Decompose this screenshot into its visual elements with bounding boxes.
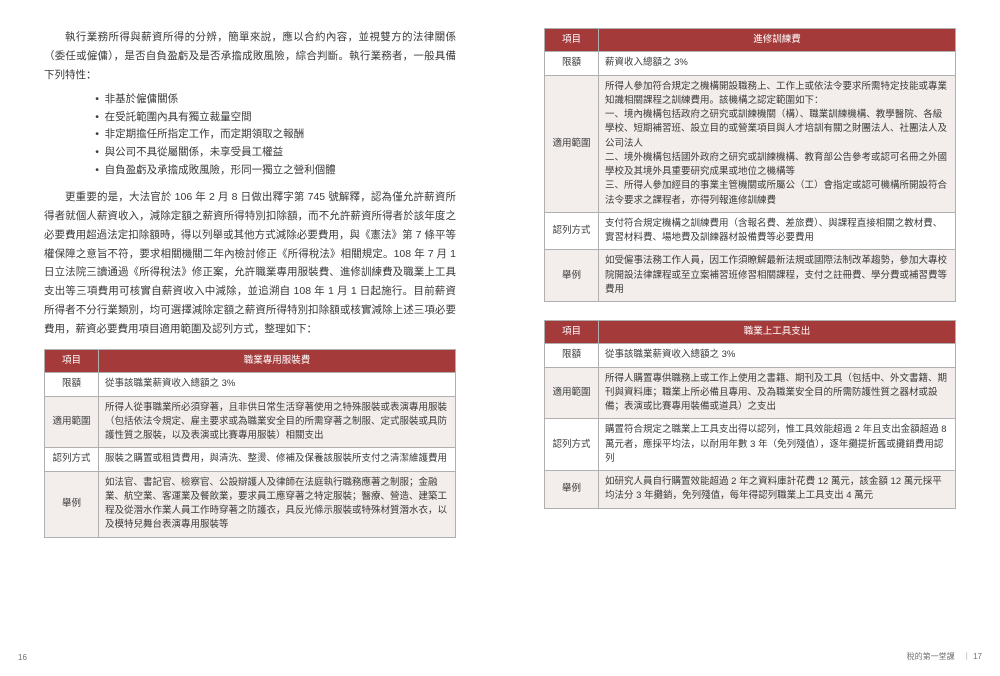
bullet: 在受託範圍內具有獨立裁量空間 bbox=[95, 109, 456, 127]
para1: 執行業務所得與薪資所得的分辨，簡單來說，應以合約內容，並視雙方的法律關係（委任或… bbox=[44, 28, 456, 85]
page-number-right: 稅的第一堂課 ｜ 17 bbox=[907, 651, 982, 662]
row-val: 購置符合規定之職業上工具支出得以認列，惟工具效能超過 2 年且支出金額超過 8 … bbox=[599, 419, 956, 471]
bullet: 非定期擔任所指定工作，而定期領取之報酬 bbox=[95, 126, 456, 144]
left-page: 執行業務所得與薪資所得的分辨，簡單來說，應以合約內容，並視雙方的法律關係（委任或… bbox=[0, 0, 500, 676]
row-val: 所得人參加符合規定之機構開設職務上、工作上或依法令要求所需特定技能或專業知識相關… bbox=[599, 75, 956, 212]
bullet: 自負盈虧及承擔成敗風險，形同一獨立之營利個體 bbox=[95, 162, 456, 180]
row-val: 所得人從事職業所必須穿著，且非供日常生活穿著使用之特殊服裝或表演專用服裝（包括依… bbox=[99, 396, 456, 448]
page-number: 17 bbox=[973, 652, 982, 661]
th-title: 進修訓練費 bbox=[599, 29, 956, 52]
footer-sep: ｜ bbox=[963, 652, 971, 661]
bullet-list: 非基於僱傭關係 在受託範圍內具有獨立裁量空間 非定期擔任所指定工作，而定期領取之… bbox=[95, 91, 456, 180]
th-item: 項目 bbox=[545, 29, 599, 52]
row-val: 如研究人員自行購置效能超過 2 年之資料庫計花費 12 萬元，該金額 12 萬元… bbox=[599, 471, 956, 509]
row-label: 限額 bbox=[545, 344, 599, 367]
th-title: 職業專用服裝費 bbox=[99, 350, 456, 373]
row-label: 舉例 bbox=[545, 471, 599, 509]
bullet: 與公司不具從屬關係，未享受員工權益 bbox=[95, 144, 456, 162]
row-label: 限額 bbox=[45, 373, 99, 396]
row-val: 從事該職業薪資收入總額之 3% bbox=[99, 373, 456, 396]
row-label: 適用範圍 bbox=[545, 75, 599, 212]
th-item: 項目 bbox=[545, 321, 599, 344]
para2: 更重要的是，大法官於 106 年 2 月 8 日做出釋字第 745 號解釋，認為… bbox=[44, 188, 456, 339]
row-label: 限額 bbox=[545, 52, 599, 75]
right-page: 項目 進修訓練費 限額薪資收入總額之 3% 適用範圍所得人參加符合規定之機構開設… bbox=[500, 0, 1000, 676]
th-item: 項目 bbox=[45, 350, 99, 373]
row-val: 薪資收入總額之 3% bbox=[599, 52, 956, 75]
page-number-left: 16 bbox=[18, 653, 27, 662]
row-val: 如受僱事法務工作人員，因工作須瞭解最新法規或國際法制改革趨勢，參加大專校院開設法… bbox=[599, 250, 956, 302]
row-label: 認列方式 bbox=[545, 212, 599, 250]
table-clothing: 項目 職業專用服裝費 限額從事該職業薪資收入總額之 3% 適用範圍所得人從事職業… bbox=[44, 349, 456, 538]
row-label: 適用範圍 bbox=[45, 396, 99, 448]
table-training: 項目 進修訓練費 限額薪資收入總額之 3% 適用範圍所得人參加符合規定之機構開設… bbox=[544, 28, 956, 302]
row-val: 如法官、書記官、檢察官、公設辯護人及律師在法庭執行職務應著之制服；金融業、航空業… bbox=[99, 471, 456, 537]
table-tools: 項目 職業上工具支出 限額從事該職業薪資收入總額之 3% 適用範圍所得人購置專供… bbox=[544, 320, 956, 509]
bullet: 非基於僱傭關係 bbox=[95, 91, 456, 109]
row-label: 認列方式 bbox=[545, 419, 599, 471]
row-val: 所得人購置專供職務上或工作上使用之書籍、期刊及工具（包括中、外文書籍、期刊與資料… bbox=[599, 367, 956, 419]
row-label: 適用範圍 bbox=[545, 367, 599, 419]
th-title: 職業上工具支出 bbox=[599, 321, 956, 344]
row-val: 服裝之購置或租賃費用，與清洗、整燙、修補及保養該服裝所支付之清潔維護費用 bbox=[99, 448, 456, 471]
row-label: 舉例 bbox=[545, 250, 599, 302]
row-label: 舉例 bbox=[45, 471, 99, 537]
footer-title: 稅的第一堂課 bbox=[907, 652, 955, 661]
row-val: 支付符合規定機構之訓練費用（含報名費、差旅費）、與課程直接相關之教材費、實習材料… bbox=[599, 212, 956, 250]
row-val: 從事該職業薪資收入總額之 3% bbox=[599, 344, 956, 367]
row-label: 認列方式 bbox=[45, 448, 99, 471]
